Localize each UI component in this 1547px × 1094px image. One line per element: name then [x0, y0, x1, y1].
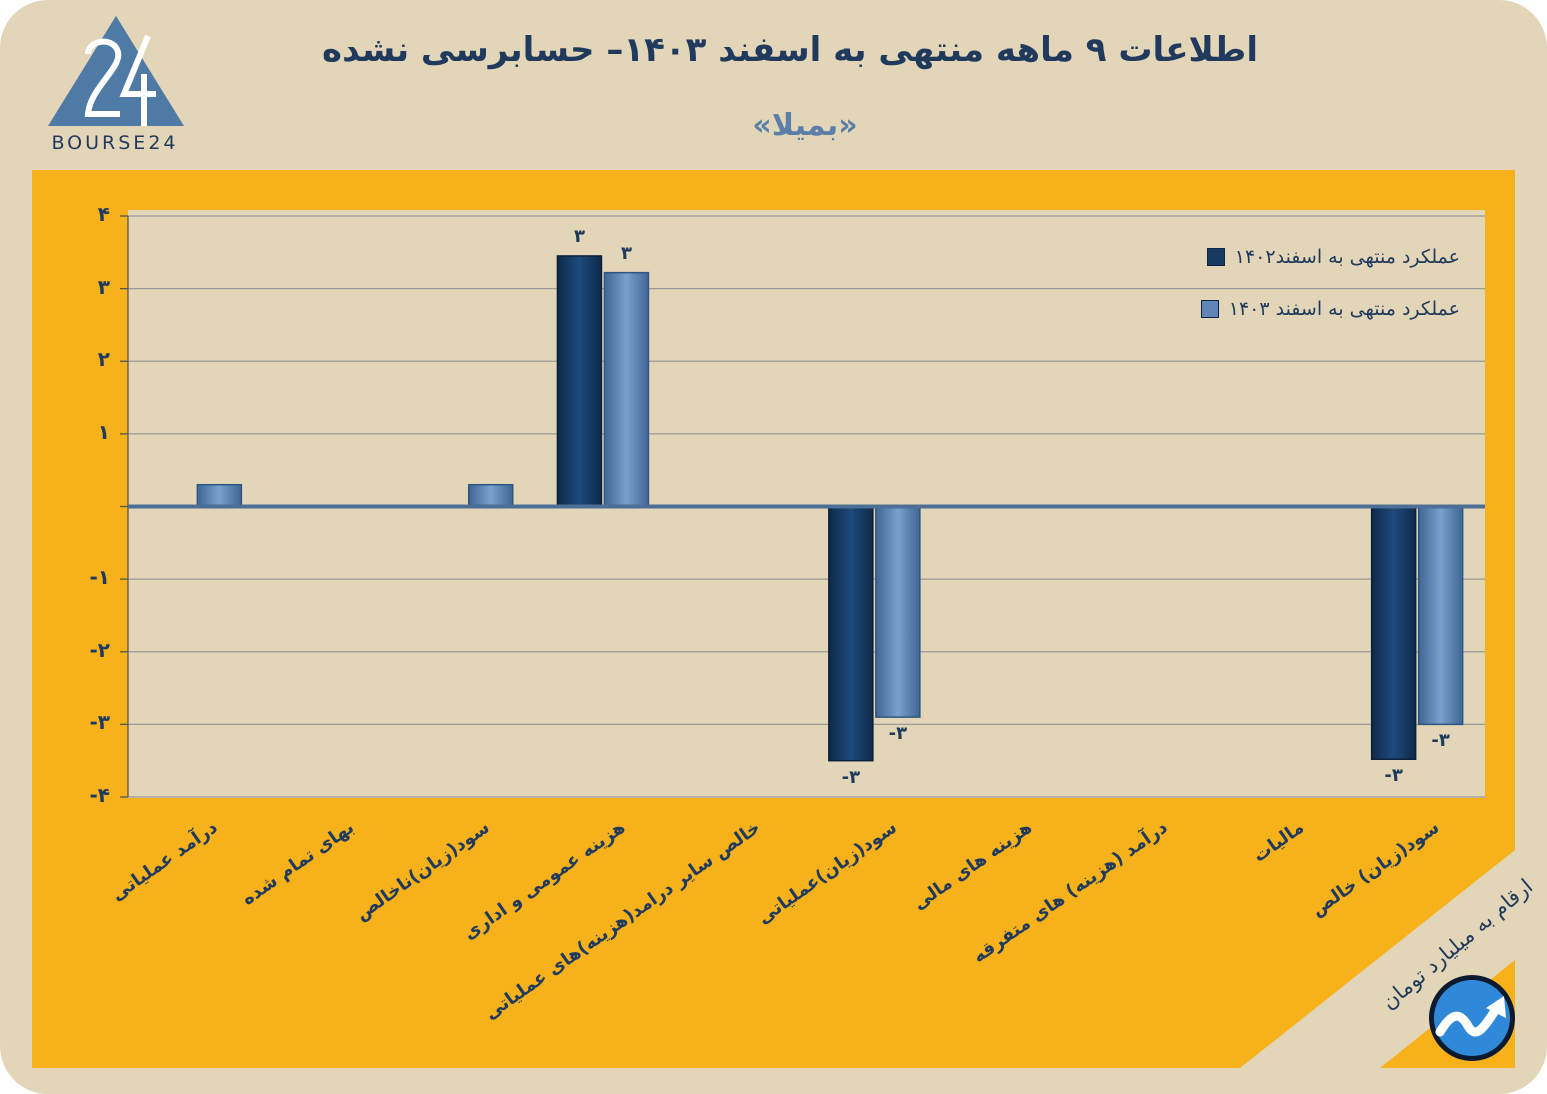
y-tick-label: -۱: [89, 565, 110, 590]
bar-1403: [875, 505, 921, 718]
y-tick-label: ۲: [97, 347, 110, 372]
data-label: ۳: [573, 225, 585, 247]
bar-1403: [1417, 505, 1464, 726]
legend-swatch-1402: [1206, 248, 1225, 266]
bourse24-logo: [48, 16, 184, 126]
y-tick-label: -۳: [89, 710, 110, 735]
y-tick-label: -۴: [89, 783, 110, 807]
trend-arrow-icon: [1429, 975, 1515, 1061]
bar-1402: [1370, 505, 1417, 760]
logo-text: BOURSE24: [51, 132, 179, 154]
bar-1403: [196, 483, 243, 508]
data-label: ۳: [620, 242, 632, 264]
y-tick-label: -۲: [89, 637, 110, 662]
bar-1402: [828, 505, 874, 762]
plot-area: [128, 210, 1485, 798]
y-tick-label: ۳: [97, 274, 110, 299]
data-label: -۳: [1431, 730, 1450, 752]
bar-1403: [468, 483, 514, 508]
chart-title: اطلاعات ۹ ماهه منتهی به اسفند ۱۴۰۳– حساب…: [322, 30, 1258, 70]
legend-label-1402: عملکرد منتهی به اسفند۱۴۰۲: [1234, 246, 1460, 268]
legend-label-1403: عملکرد منتهی به اسفند ۱۴۰۳: [1228, 298, 1460, 320]
legend-item-1402: عملکرد منتهی به اسفند۱۴۰۲: [1160, 246, 1460, 268]
chart-subtitle: «بمیلا»: [752, 108, 858, 143]
y-tick-label: ۱: [97, 419, 110, 444]
data-label: -۳: [888, 723, 908, 745]
data-label: -۳: [1384, 765, 1403, 787]
bar-1403: [603, 271, 650, 508]
legend-swatch-1403: [1200, 300, 1219, 318]
y-tick-label: ۴: [97, 202, 110, 226]
bar-1402: [556, 255, 603, 508]
data-label: -۳: [841, 766, 861, 788]
legend-item-1403: عملکرد منتهی به اسفند ۱۴۰۳: [1160, 298, 1460, 320]
